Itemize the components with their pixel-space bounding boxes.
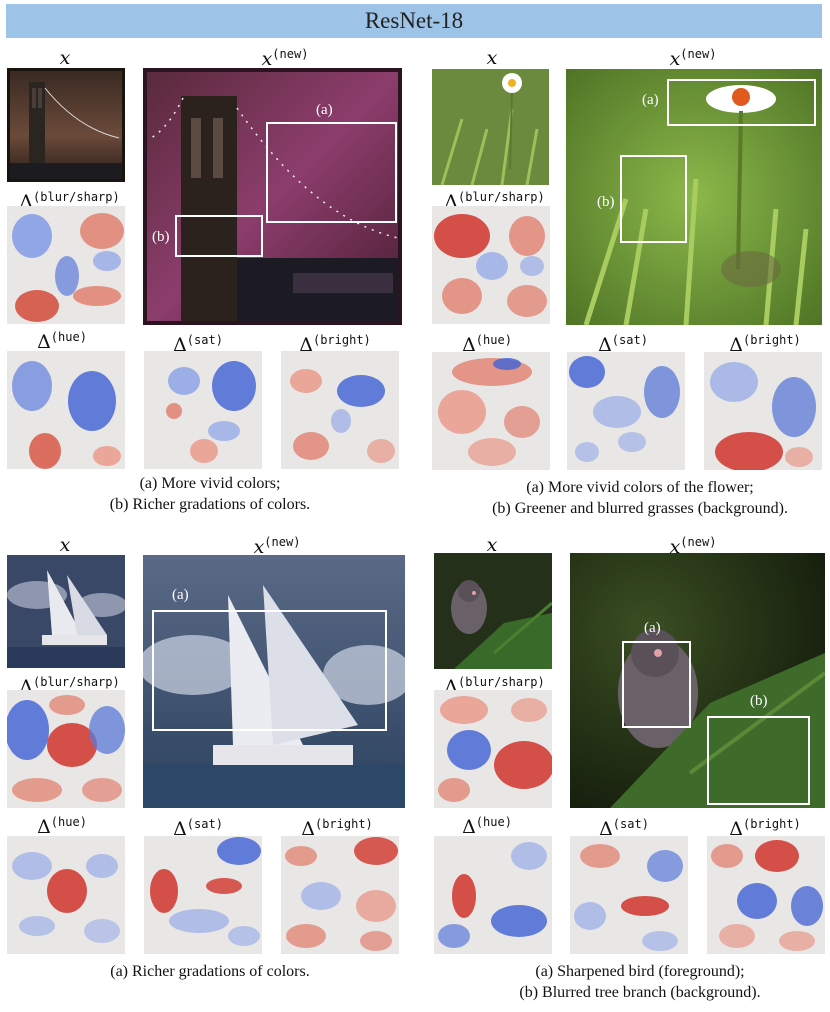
tag-b: (b): [597, 194, 615, 210]
caption-line-1: (a) More vivid colors;: [139, 475, 281, 492]
tag-a: (a): [316, 102, 333, 118]
x-new-label: x(new): [253, 535, 301, 558]
original-image-ship: [7, 555, 125, 668]
heatmap-blur-sharp: [432, 206, 550, 324]
bridge-enhanced: [147, 72, 399, 321]
delta-hue-label: Δ(hue): [462, 815, 512, 838]
highlight-box-b: [620, 155, 687, 243]
highlight-box-a: [667, 79, 816, 126]
new-image-bird: [570, 553, 825, 808]
delta-hue-label: Δ(hue): [37, 815, 87, 838]
delta-bright-label: Δ(bright): [301, 817, 373, 840]
heatmap-blur-sharp: [5, 690, 125, 808]
heatmap-blur-sharp: [434, 690, 554, 808]
x-new-label: x(new): [261, 47, 309, 70]
x-new-label: x(new): [669, 535, 717, 558]
heatmap-sat: [570, 836, 688, 954]
caption-line-1: (a) Sharpened bird (foreground);: [535, 963, 745, 980]
highlight-box-b: [707, 716, 810, 805]
x-label: x: [486, 47, 498, 69]
delta-sat-label: Δ(sat): [173, 333, 223, 356]
heatmap-hue: [434, 836, 552, 954]
heatmap-bright: [281, 836, 399, 954]
heatmap-bright: [704, 352, 822, 472]
caption-line-1: (a) Richer gradations of colors.: [110, 963, 310, 980]
heatmap-blur-sharp: [7, 206, 125, 324]
heatmap-hue: [7, 351, 125, 469]
heatmap-sat: [144, 836, 262, 954]
new-image-bridge: [143, 68, 402, 325]
delta-hue-label: Δ(hue): [37, 330, 87, 353]
original-image-bridge: [7, 68, 125, 182]
tag-a: (a): [172, 587, 189, 603]
delta-bright-label: Δ(bright): [729, 817, 801, 840]
delta-bright-label: Δ(bright): [299, 333, 371, 356]
highlight-box-a: [152, 610, 387, 731]
delta-sat-label: Δ(sat): [173, 817, 223, 840]
caption-line-2: (b) Greener and blurred grasses (backgro…: [492, 500, 788, 517]
caption-line-2: (b) Blurred tree branch (background).: [519, 984, 761, 1001]
highlight-box-a: [622, 641, 691, 728]
heatmap-hue: [432, 352, 550, 470]
title-banner: ResNet-18: [6, 4, 822, 38]
delta-bright-label: Δ(bright): [729, 333, 801, 356]
delta-sat-label: Δ(sat): [599, 817, 649, 840]
original-image-bird: [434, 553, 552, 669]
x-label: x: [59, 534, 71, 556]
bridge-thumbnail: [10, 71, 122, 179]
highlight-box-b: [175, 215, 263, 257]
new-image-ship: [143, 555, 405, 808]
caption-line-2: (b) Richer gradations of colors.: [109, 496, 311, 513]
heatmap-bright: [281, 351, 399, 469]
x-label: x: [59, 47, 71, 69]
highlight-box-a: [266, 122, 397, 223]
heatmap-sat: [567, 352, 685, 470]
heatmap-bright: [707, 836, 825, 954]
heatmap-hue: [7, 836, 125, 954]
caption-line-1: (a) More vivid colors of the flower;: [526, 479, 754, 496]
delta-sat-label: Δ(sat): [598, 333, 648, 356]
tag-b: (b): [152, 229, 170, 245]
x-label: x: [486, 534, 498, 556]
tag-a: (a): [644, 620, 661, 636]
heatmap-sat: [144, 351, 262, 469]
tag-b: (b): [750, 693, 768, 709]
new-image-flower: [566, 69, 822, 325]
original-image-flower: [432, 69, 549, 185]
figure-title: ResNet-18: [364, 8, 464, 33]
delta-hue-label: Δ(hue): [462, 333, 512, 356]
tag-a: (a): [642, 92, 659, 108]
x-new-label: x(new): [669, 47, 717, 70]
